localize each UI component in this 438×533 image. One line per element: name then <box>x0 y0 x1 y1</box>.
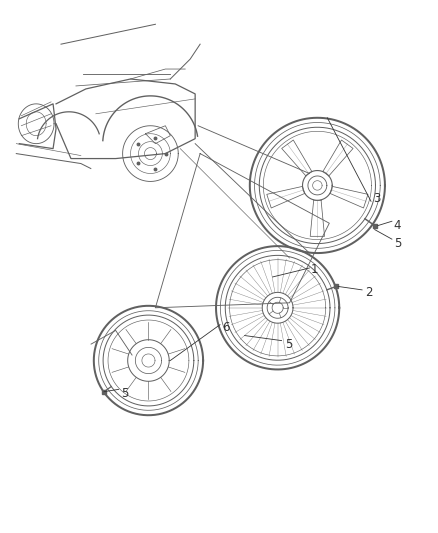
Text: 5: 5 <box>394 237 402 249</box>
Text: 4: 4 <box>393 219 401 232</box>
Text: 3: 3 <box>373 192 381 205</box>
Text: 5: 5 <box>285 338 292 351</box>
Text: 2: 2 <box>365 286 373 300</box>
Text: 5: 5 <box>121 387 128 400</box>
Text: 6: 6 <box>222 321 230 334</box>
Text: 1: 1 <box>311 263 318 277</box>
